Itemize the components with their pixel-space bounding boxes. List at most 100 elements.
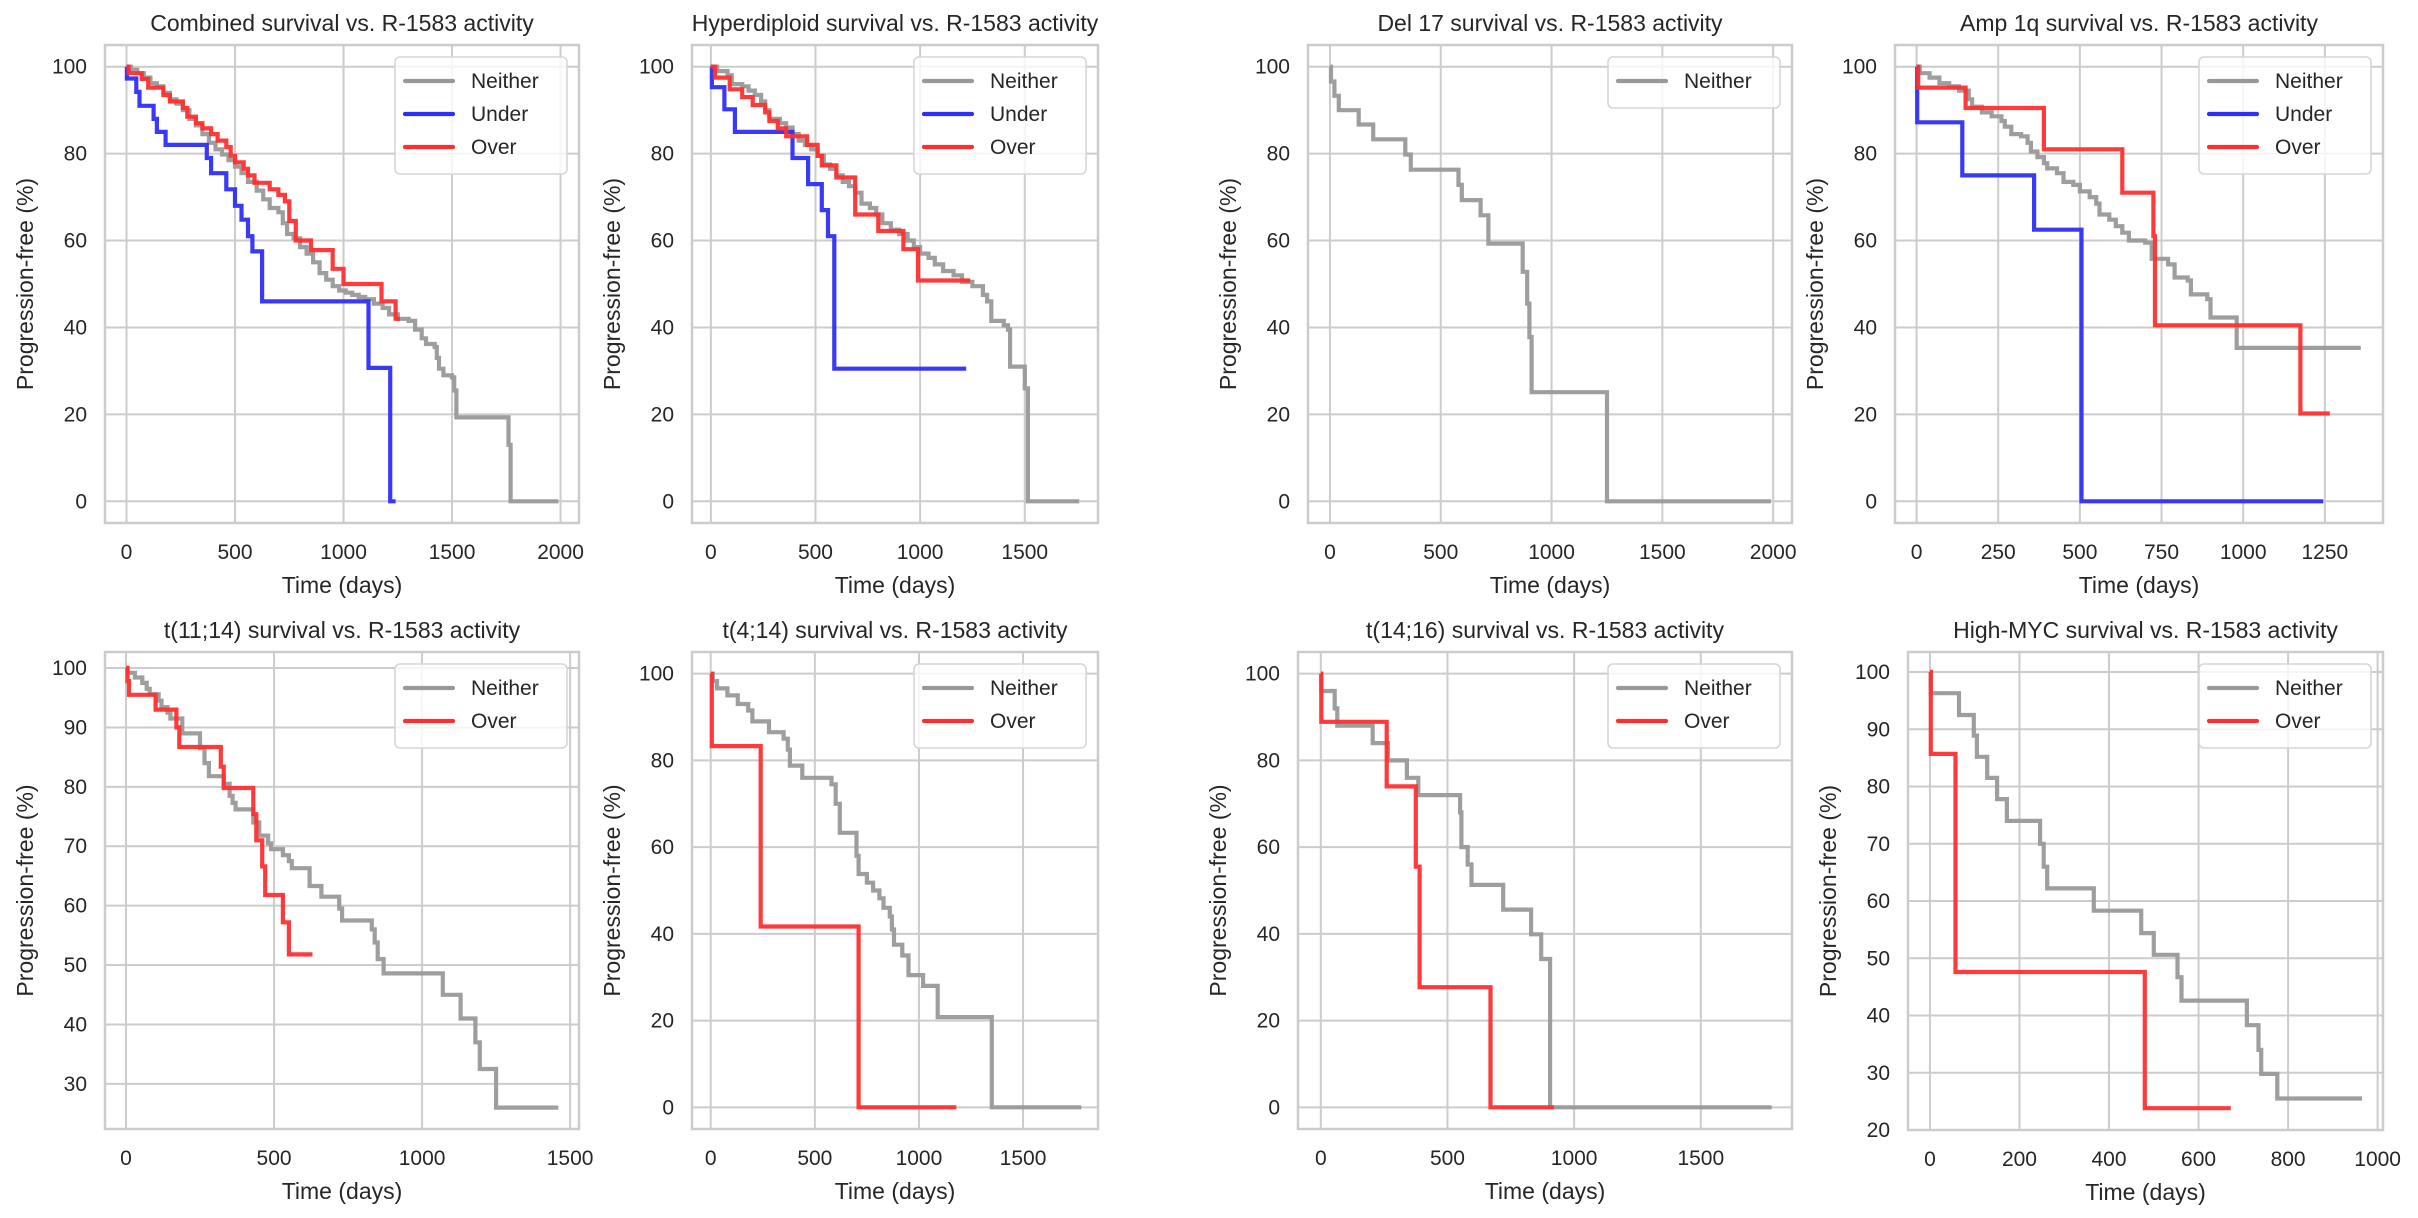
series-line-over: [125, 665, 313, 957]
x-tick-label: 1500: [1001, 541, 1048, 564]
x-tick-label: 0: [705, 1147, 717, 1170]
legend: Neither Under Over: [394, 56, 568, 175]
y-tick-label: 0: [1268, 1096, 1280, 1119]
legend-label-under: Under: [990, 103, 1047, 126]
series-group: [1328, 64, 1771, 504]
x-tick-label: 1000: [897, 541, 944, 564]
y-tick-label: 80: [1267, 143, 1290, 166]
series-line-under: [1915, 64, 2324, 504]
subplot-t-14-16: 0 500 1000 1500 0 20 40 60 80 100 t(14;16) surviva…: [1205, 617, 1794, 1204]
legend-label-over: Over: [990, 136, 1036, 159]
x-tick-label: 0: [121, 541, 133, 564]
x-tick-label: 1500: [1639, 541, 1686, 564]
legend: Neither: [1607, 56, 1781, 109]
subplot-amp-1q: 0 250 500 750 1000 1250 0 20 40 60 80 100 Amp 1q sur…: [1802, 10, 2385, 598]
legend-label-over: Over: [990, 710, 1036, 733]
y-tick-label: 80: [64, 776, 87, 799]
y-tick-label: 0: [75, 490, 87, 513]
series-line-under: [709, 64, 967, 371]
series-group: [1928, 669, 2362, 1111]
x-tick-label: 500: [798, 541, 833, 564]
y-tick-label: 70: [1867, 833, 1890, 856]
y-tick-label: 100: [1842, 56, 1877, 79]
y-tick-label: 0: [1865, 490, 1877, 513]
subplot-t-11-14: 0 500 1000 1500 30 40 50 60 70 80 90 100 t(11;14) su…: [12, 617, 593, 1204]
y-tick-label: 40: [64, 1013, 87, 1036]
y-tick-label: 60: [64, 895, 87, 918]
y-axis-label: Progression-free (%): [599, 178, 625, 390]
subplot-high-myc: 0 200 400 600 800 1000 20 30 40 50 60 70 80 90 100 High…: [1815, 617, 2401, 1205]
y-tick-label: 60: [651, 836, 674, 859]
x-tick-label: 0: [1324, 541, 1336, 564]
plot-area: [1308, 45, 1792, 523]
axes-frame: [103, 650, 581, 1131]
y-axis-label: Progression-free (%): [12, 178, 38, 390]
y-tick-label: 100: [639, 663, 674, 686]
y-tick-label: 0: [1278, 490, 1290, 513]
y-tick-label: 40: [651, 316, 674, 339]
y-tick-label: 0: [662, 1096, 674, 1119]
x-tick-label: 1000: [1528, 541, 1575, 564]
subplot-combined: 0 500 1000 1500 2000 0 20 40 60 80 100 Combined sur…: [12, 10, 584, 598]
x-tick-label: 1000: [320, 541, 367, 564]
y-tick-label: 80: [651, 749, 674, 772]
series-line-neither: [710, 671, 1082, 1110]
y-tick-label: 20: [1854, 403, 1877, 426]
axes-frame: [1906, 650, 2385, 1132]
axes-frame: [690, 650, 1100, 1131]
x-tick-label: 1000: [2354, 1148, 2401, 1171]
x-tick-label: 0: [1911, 541, 1923, 564]
series-group: [1319, 671, 1772, 1110]
y-tick-label: 60: [1267, 230, 1290, 253]
subplot-title: Del 17 survival vs. R-1583 activity: [1377, 10, 1723, 36]
y-tick-label: 20: [64, 403, 87, 426]
legend-frame: [1607, 663, 1781, 749]
legend-label-neither: Neither: [2275, 677, 2343, 700]
x-tick-label: 800: [2271, 1148, 2306, 1171]
x-tick-label: 1000: [2220, 541, 2267, 564]
legend-label-neither: Neither: [471, 70, 539, 93]
y-tick-label: 40: [1854, 316, 1877, 339]
y-tick-label: 20: [651, 1010, 674, 1033]
y-axis-label: Progression-free (%): [1215, 178, 1241, 390]
x-tick-label: 1500: [429, 541, 476, 564]
y-tick-label: 20: [651, 403, 674, 426]
x-axis-label: Time (days): [2085, 1179, 2206, 1205]
legend-frame: [913, 56, 1087, 175]
y-axis-label: Progression-free (%): [12, 784, 38, 996]
y-tick-label: 100: [52, 657, 87, 680]
subplot-title: Hyperdiploid survival vs. R-1583 activit…: [692, 10, 1099, 36]
series-line-neither: [1319, 671, 1772, 1110]
x-axis-label: Time (days): [1485, 1178, 1606, 1204]
legend-label-neither: Neither: [990, 70, 1058, 93]
y-tick-label: 80: [1257, 749, 1280, 772]
subplot-title: High-MYC survival vs. R-1583 activity: [1953, 617, 2338, 643]
legend-label-over: Over: [2275, 136, 2321, 159]
y-tick-label: 40: [1867, 1005, 1890, 1028]
axes-frame: [1296, 650, 1794, 1131]
y-axis-label: Progression-free (%): [1802, 178, 1828, 390]
x-tick-label: 1500: [1000, 1147, 1047, 1170]
x-tick-label: 1250: [2301, 541, 2348, 564]
subplot-hyperdiploid: 0 500 1000 1500 0 20 40 60 80 100 Hyperdiploid sur…: [599, 10, 1100, 598]
y-tick-label: 20: [1867, 1119, 1890, 1142]
legend-label-over: Over: [2275, 710, 2321, 733]
x-tick-label: 400: [2091, 1148, 2126, 1171]
legend-frame: [2198, 663, 2372, 749]
y-tick-label: 50: [64, 954, 87, 977]
x-tick-label: 1000: [399, 1147, 446, 1170]
y-axis-label: Progression-free (%): [1815, 785, 1841, 997]
legend-label-neither: Neither: [1684, 677, 1752, 700]
x-tick-label: 600: [2181, 1148, 2216, 1171]
x-tick-label: 2000: [1750, 541, 1797, 564]
x-tick-label: 0: [1315, 1147, 1327, 1170]
y-tick-label: 100: [52, 56, 87, 79]
series-line-neither: [125, 665, 559, 1110]
y-tick-label: 40: [64, 316, 87, 339]
series-line-neither: [1328, 64, 1771, 504]
subplot-t-4-14: 0 500 1000 1500 0 20 40 60 80 100 t(4;14) survival…: [599, 617, 1100, 1204]
legend: Neither Under Over: [913, 56, 1087, 175]
series-line-over: [1319, 671, 1554, 1110]
legend: Neither Over: [394, 663, 568, 749]
y-tick-label: 60: [1257, 836, 1280, 859]
